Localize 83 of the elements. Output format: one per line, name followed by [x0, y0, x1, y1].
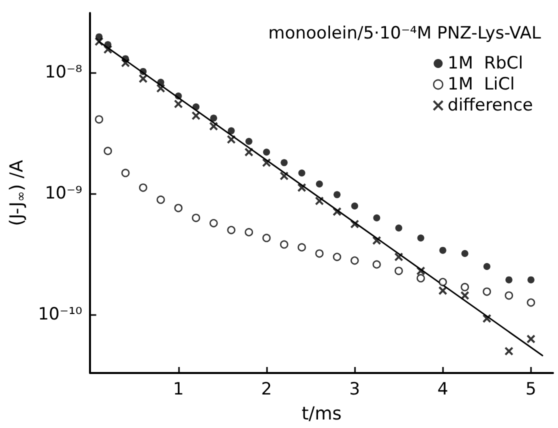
point: [262, 234, 271, 242]
x-axis-title: t/ms: [302, 404, 342, 424]
point: [297, 183, 306, 192]
point: [192, 103, 200, 110]
point: [373, 214, 380, 222]
point: [316, 180, 323, 188]
point: [174, 99, 183, 108]
y-tick-label: 10⁻¹⁰: [38, 304, 82, 325]
point: [298, 169, 306, 176]
point: [416, 274, 425, 282]
point: [280, 171, 289, 180]
point: [351, 202, 358, 210]
point: [192, 111, 201, 120]
point: [209, 122, 218, 131]
point: [438, 286, 448, 296]
point: [280, 159, 288, 166]
point: [140, 68, 147, 75]
point: [245, 138, 252, 145]
point: [504, 346, 514, 356]
point: [483, 263, 490, 270]
point: [157, 78, 164, 86]
x-tick-label: 2: [261, 380, 272, 400]
point: [121, 168, 130, 178]
y-axis-title: (J-J∞) /A: [6, 159, 28, 226]
y-tick-label: 10⁻⁹: [44, 184, 82, 204]
point: [244, 228, 254, 236]
point: [280, 240, 288, 249]
legend-label: 1M RbCl: [448, 54, 524, 74]
point: [156, 196, 165, 204]
point: [504, 291, 514, 300]
point: [244, 148, 254, 157]
point: [209, 219, 218, 228]
point: [395, 224, 402, 232]
point: [138, 183, 148, 192]
point: [315, 249, 324, 258]
point: [314, 196, 324, 206]
point: [461, 250, 468, 258]
point: [120, 58, 130, 68]
point: [227, 226, 236, 234]
point: [226, 134, 236, 144]
y-tick-label: 10⁻⁸: [44, 62, 82, 82]
point: [103, 44, 112, 54]
point: [262, 158, 272, 168]
point: [460, 291, 470, 300]
legend-label: 1M LiCl: [448, 74, 515, 94]
point: [192, 214, 200, 222]
point: [174, 204, 183, 212]
point: [526, 298, 536, 307]
point: [156, 84, 166, 93]
point: [263, 148, 270, 156]
x-tick-label: 1: [172, 380, 184, 400]
x-tick-label: 5: [526, 380, 536, 400]
point: [505, 276, 512, 284]
point: [527, 276, 534, 284]
x-tick-label: 3: [349, 380, 360, 400]
point: [460, 282, 470, 292]
point: [104, 146, 112, 156]
point: [350, 220, 360, 229]
point: [372, 260, 381, 269]
point: [138, 74, 148, 84]
point: [174, 92, 182, 100]
point: [417, 234, 424, 242]
point: [334, 191, 341, 198]
point: [394, 252, 404, 262]
point: [94, 37, 104, 46]
point: [228, 127, 235, 134]
point: [394, 266, 403, 276]
legend-title: monoolein/5·10⁻⁴M PNZ-Lys-VAL: [268, 24, 542, 44]
point: [94, 115, 104, 124]
point: [438, 278, 447, 286]
x-tick-label: 4: [437, 380, 448, 400]
point: [298, 243, 306, 252]
point: [350, 256, 359, 265]
point: [482, 287, 492, 296]
point: [439, 246, 446, 254]
point: [332, 252, 342, 262]
point: [332, 207, 342, 216]
legend-label: difference: [448, 96, 534, 116]
point: [210, 114, 218, 122]
point: [482, 314, 492, 324]
point: [526, 334, 536, 344]
point: [372, 236, 382, 245]
point: [416, 266, 426, 276]
